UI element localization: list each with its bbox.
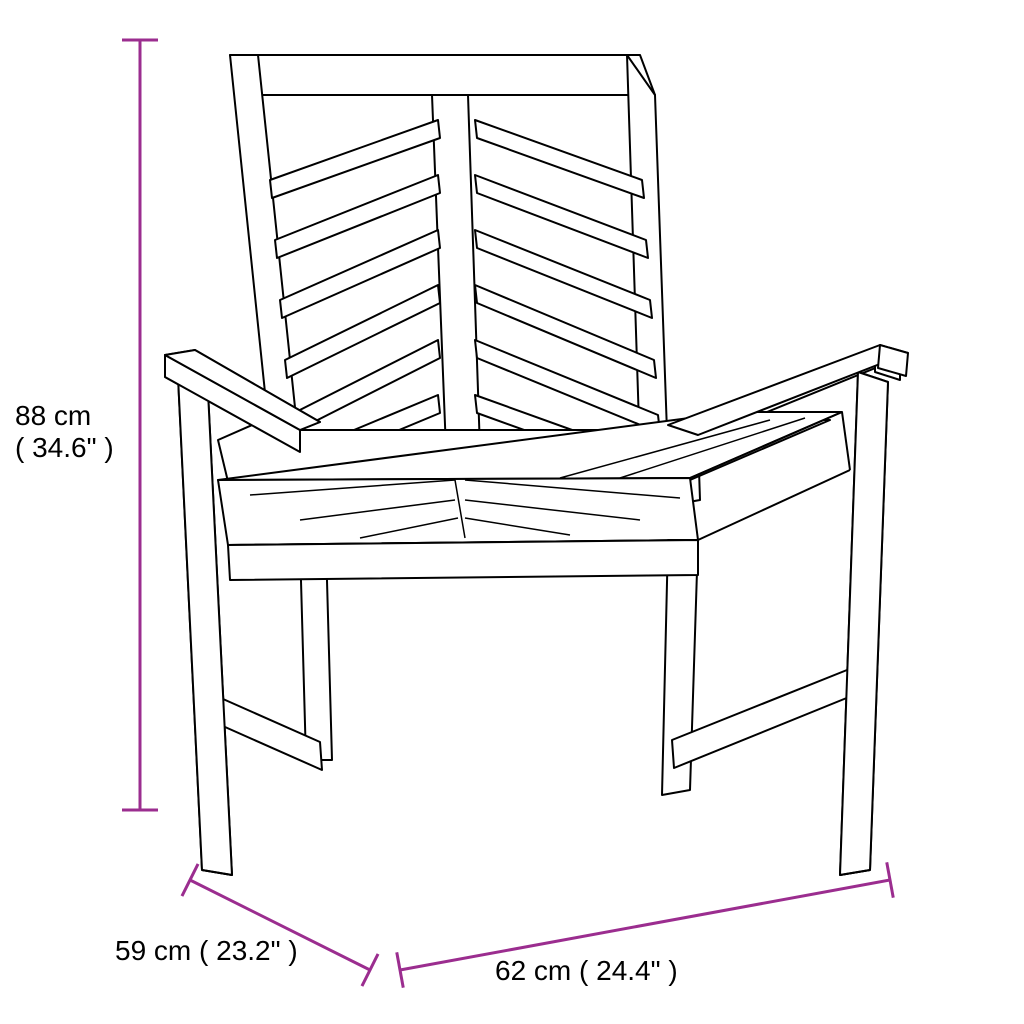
height-label: 88 cm ( 34.6" ) xyxy=(15,400,114,464)
depth-label: 59 cm ( 23.2" ) xyxy=(115,935,298,967)
width-in: ( 24.4" ) xyxy=(579,955,678,986)
chair-outline xyxy=(165,55,908,875)
depth-cm: 59 cm xyxy=(115,935,191,966)
height-cm: 88 cm xyxy=(15,400,114,432)
depth-in: ( 23.2" ) xyxy=(199,935,298,966)
width-cm: 62 cm xyxy=(495,955,571,986)
dimension-diagram xyxy=(0,0,1024,1024)
width-label: 62 cm ( 24.4" ) xyxy=(495,955,678,987)
height-in: ( 34.6" ) xyxy=(15,432,114,464)
